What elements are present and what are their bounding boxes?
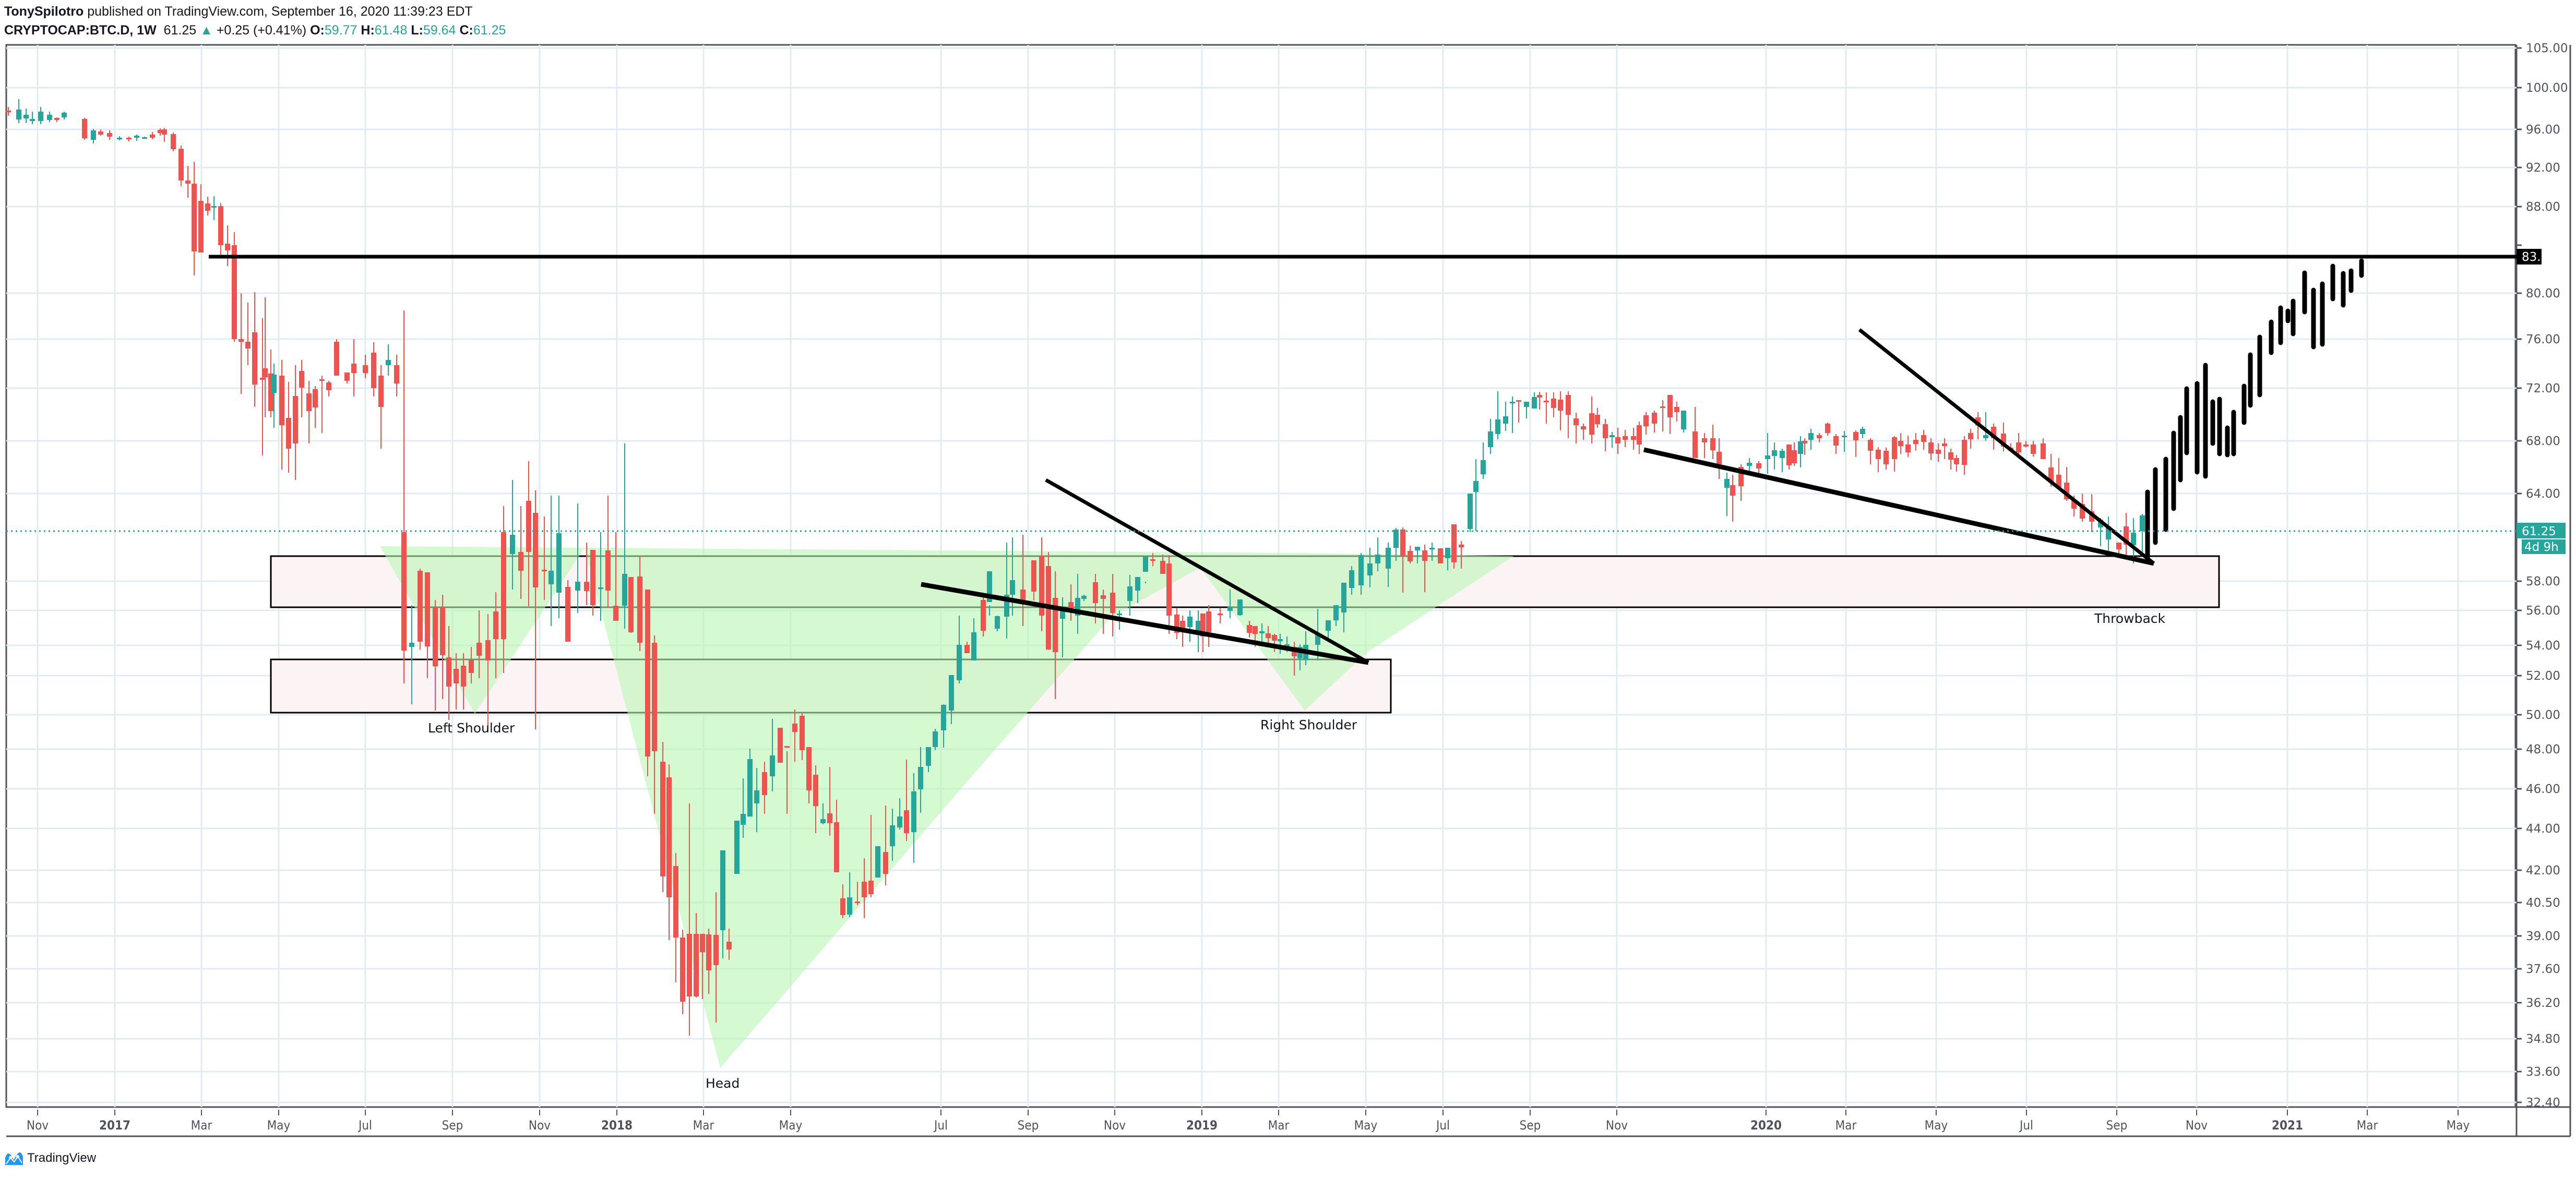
last-price: 61.25 (163, 23, 197, 38)
low-value: 59.64 (423, 23, 456, 38)
price-tick: 105.00 (2526, 42, 2568, 55)
price-tick: 64.00 (2526, 487, 2560, 501)
price-tick: 52.00 (2526, 669, 2560, 683)
right-shoulder-label[interactable]: Right Shoulder (1260, 717, 1357, 732)
time-tick: Nov (1104, 1118, 1126, 1133)
time-tick: Mar (693, 1118, 714, 1133)
price-tick: 100.00 (2526, 81, 2568, 95)
wedge1-upper-line[interactable] (1045, 478, 1369, 665)
time-tick: Mar (191, 1118, 212, 1133)
price-tick: 34.80 (2526, 1032, 2560, 1046)
price-tick: 58.00 (2526, 575, 2560, 588)
last-price-value: 61.25 (2522, 525, 2556, 538)
wedge2-lower-line[interactable] (1643, 447, 2154, 566)
wedge2-upper-line[interactable] (1858, 328, 2155, 565)
bar-countdown: 4d 9h (2524, 540, 2559, 554)
tradingview-logo-icon (5, 1152, 23, 1165)
price-tick: 72.00 (2526, 382, 2560, 395)
time-tick: Sep (2106, 1118, 2128, 1133)
time-tick: 2021 (2272, 1118, 2303, 1133)
price-tick: 50.00 (2526, 708, 2560, 722)
trend-lines (209, 255, 2517, 665)
time-tick: 2019 (1186, 1118, 1218, 1133)
close-value: 61.25 (473, 23, 506, 38)
wedge1-lower-line[interactable] (921, 582, 1369, 665)
high-label: H: (361, 23, 375, 38)
tradingview-brand[interactable]: TradingView (27, 1151, 97, 1165)
time-tick: Nov (2186, 1118, 2208, 1133)
chart-frame (5, 44, 2571, 1137)
time-tick: Nov (529, 1118, 551, 1133)
price-tick: 92.00 (2526, 161, 2560, 175)
price-tick: 54.00 (2526, 639, 2560, 653)
time-tick: Nov (1606, 1118, 1628, 1133)
price-change: +0.25 (+0.41%) (216, 23, 307, 38)
close-label: C: (459, 23, 473, 38)
time-tick: Jul (357, 1118, 372, 1133)
candles (6, 99, 2145, 1036)
price-tick: 44.00 (2526, 822, 2560, 836)
resistance-price-tag: 83.23 (2517, 249, 2556, 265)
time-tick: 2020 (1750, 1118, 1782, 1133)
open-label: O: (310, 23, 325, 38)
price-tick: 39.00 (2526, 930, 2560, 943)
time-tick: Jul (2019, 1118, 2033, 1133)
time-tick: Mar (1268, 1118, 1290, 1133)
time-tick: Sep (1018, 1118, 1039, 1133)
up-arrow-icon: ▲ (200, 23, 213, 38)
time-tick: May (267, 1118, 291, 1133)
price-tick: 40.50 (2526, 896, 2560, 910)
time-axis[interactable]: Nov 2017 Mar May Jul Sep Nov 2018 Mar May Jul Sep No… (27, 1110, 2470, 1133)
ohlc-line: CRYPTOCAP:BTC.D, 1W 61.25 ▲ +0.25 (+0.41… (4, 21, 506, 40)
time-tick: May (779, 1118, 803, 1133)
time-tick: Mar (2357, 1118, 2378, 1133)
footer: TradingView (4, 1148, 96, 1169)
high-value: 61.48 (374, 23, 408, 38)
price-tick: 48.00 (2526, 743, 2560, 756)
time-tick: Mar (1835, 1118, 1857, 1133)
time-tick: Jul (1435, 1118, 1450, 1133)
publish-text: published on TradingView.com, September … (87, 4, 473, 19)
head-and-shoulders-pattern[interactable] (380, 546, 1513, 1068)
price-tick: 33.60 (2526, 1065, 2560, 1079)
price-tick: 36.20 (2526, 996, 2560, 1010)
time-tick: May (2447, 1118, 2470, 1133)
price-tick: 42.00 (2526, 864, 2560, 878)
price-tick: 76.00 (2526, 333, 2560, 346)
price-tick: 46.00 (2526, 783, 2560, 796)
head-label[interactable]: Head (706, 1076, 740, 1091)
resistance-value: 83.23 (2522, 250, 2556, 264)
price-tick: 56.00 (2526, 604, 2560, 618)
time-tick: 2018 (601, 1118, 633, 1133)
time-tick: May (1354, 1118, 1378, 1133)
time-tick: May (1925, 1118, 1948, 1133)
publish-line: TonySpilotro published on TradingView.co… (4, 2, 506, 21)
time-tick: Nov (27, 1118, 49, 1133)
throwback-label[interactable]: Throwback (2094, 611, 2166, 626)
open-value: 59.77 (324, 23, 357, 38)
price-tick: 68.00 (2526, 435, 2560, 448)
price-tick: 88.00 (2526, 200, 2560, 214)
author-name[interactable]: TonySpilotro (4, 4, 84, 19)
time-tick: Sep (442, 1118, 463, 1133)
last-price-tag: 61.25 4d 9h (2517, 523, 2566, 554)
price-tick: 37.60 (2526, 963, 2560, 976)
price-axis[interactable]: 105.00 100.00 96.00 92.00 88.00 80.00 76.00 72.… (2517, 42, 2568, 1110)
price-tick: 80.00 (2526, 287, 2560, 300)
price-tick: 32.40 (2526, 1096, 2560, 1110)
time-tick: Sep (1520, 1118, 1541, 1133)
chart-header: TonySpilotro published on TradingView.co… (4, 2, 506, 40)
low-label: L: (411, 23, 423, 38)
time-tick: Jul (933, 1118, 948, 1133)
left-shoulder-label[interactable]: Left Shoulder (428, 720, 515, 736)
time-tick: 2017 (99, 1118, 130, 1133)
price-tick: 96.00 (2526, 123, 2560, 137)
projection-bars (2145, 258, 2364, 564)
symbol-label[interactable]: CRYPTOCAP:BTC.D, 1W (4, 23, 157, 38)
